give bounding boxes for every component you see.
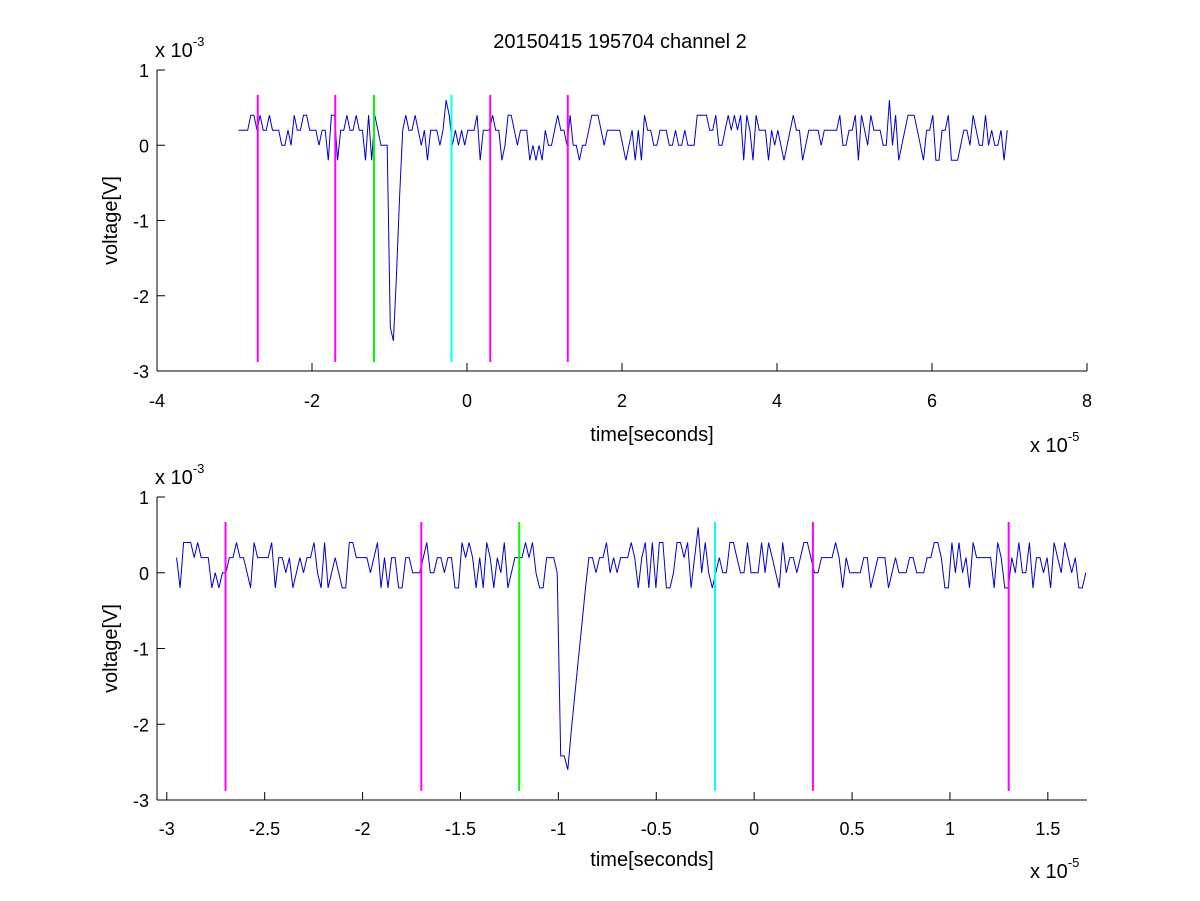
- y-multiplier-base: x 10: [155, 40, 193, 62]
- x-multiplier-base: x 10: [1030, 861, 1068, 883]
- y-tick-label: 0: [139, 136, 149, 156]
- x-axis-label: time[seconds]: [590, 424, 713, 446]
- x-tick-label: -1: [550, 819, 566, 839]
- x-tick-label: -3: [159, 819, 175, 839]
- x-tick-label: -0.5: [641, 819, 672, 839]
- y-tick-label: -1: [133, 212, 149, 232]
- y-axis-label: voltage[V]: [100, 604, 122, 693]
- y-tick-label: 0: [139, 564, 149, 584]
- y-tick-label: -2: [133, 287, 149, 307]
- x-tick-label: -2: [304, 391, 320, 411]
- x-tick-label: 6: [927, 391, 937, 411]
- x-tick-label: 0.5: [840, 819, 865, 839]
- x-tick-label: 2: [617, 391, 627, 411]
- x-tick-label: 0: [462, 391, 472, 411]
- x-multiplier-exponent: -5: [1068, 855, 1080, 870]
- y-multiplier: x 10-3: [155, 461, 204, 489]
- x-tick-label: 1: [945, 819, 955, 839]
- y-tick-label: -1: [133, 640, 149, 660]
- y-multiplier-base: x 10: [155, 467, 193, 489]
- y-tick-label: -3: [133, 362, 149, 382]
- y-tick-label: 1: [139, 488, 149, 508]
- x-tick-label: 0: [749, 819, 759, 839]
- x-multiplier-exponent: -5: [1068, 429, 1080, 444]
- x-tick-label: 8: [1082, 391, 1092, 411]
- bottom-subplot: -3 -2.5 -2 -1.5 -1 -0.5 0 0.5 1 1.5 -3 -2 -1 0 1 time[s…: [100, 461, 1087, 883]
- x-axis-label: time[seconds]: [590, 849, 713, 871]
- signal-trace: [176, 527, 1087, 770]
- x-tick-label: -2: [355, 819, 371, 839]
- y-tick-label: -2: [133, 715, 149, 735]
- y-axis-label: voltage[V]: [100, 176, 122, 265]
- x-tick-label: 1.5: [1035, 819, 1060, 839]
- x-tick-label: 4: [772, 391, 782, 411]
- y-tick-label: 1: [139, 61, 149, 81]
- x-multiplier-base: x 10: [1030, 435, 1068, 457]
- x-tick-label: -2.5: [249, 819, 280, 839]
- x-multiplier: x 10-5: [1030, 855, 1079, 883]
- signal-trace: [238, 99, 1008, 342]
- top-subplot: -4 -2 0 2 4 6 8 -3 -2 -1 0 1 time[seconds] voltage[V]…: [100, 34, 1092, 457]
- y-multiplier: x 10-3: [155, 34, 204, 62]
- y-tick-label: -3: [133, 791, 149, 811]
- x-tick-label: -4: [149, 391, 165, 411]
- y-multiplier-exponent: -3: [193, 34, 205, 49]
- y-multiplier-exponent: -3: [193, 461, 205, 476]
- x-tick-label: -1.5: [445, 819, 476, 839]
- figure-title: 20150415 195704 channel 2: [493, 31, 747, 53]
- x-multiplier: x 10-5: [1030, 429, 1079, 457]
